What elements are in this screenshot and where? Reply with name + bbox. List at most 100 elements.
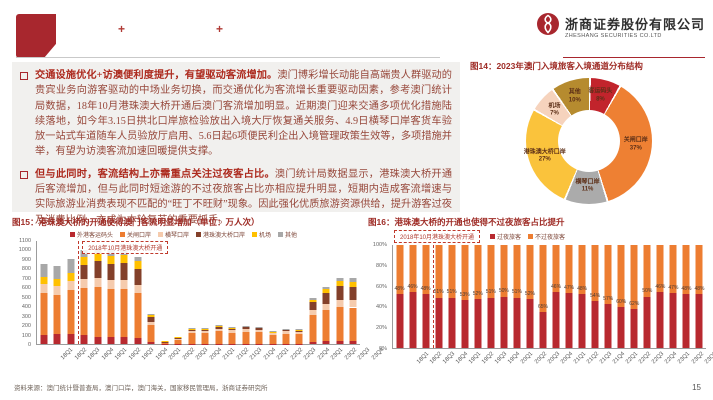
bar-segment	[40, 284, 48, 293]
bar-segment	[147, 317, 155, 322]
bar-column: 47%	[564, 245, 574, 348]
bar-segment	[552, 245, 560, 293]
bar-segment	[134, 256, 142, 262]
pie-slice-label: 关闸口岸 37%	[610, 138, 662, 153]
bar-column: 47%	[668, 245, 678, 348]
bar-segment	[336, 281, 344, 287]
x-axis-tick-label: 20Q3	[546, 351, 561, 366]
bar-column	[80, 241, 88, 344]
bar-segment	[269, 331, 277, 333]
y-axis-tick-label: 0%	[379, 346, 387, 352]
bar-data-label: 51%	[446, 289, 457, 296]
bar-data-label: 48%	[394, 286, 405, 293]
bar-segment	[349, 307, 357, 341]
bar-segment	[67, 272, 75, 281]
pie-slice-name: 机场	[548, 103, 561, 110]
bar-column	[215, 241, 223, 344]
bar-segment	[94, 278, 102, 288]
bar-segment	[134, 337, 142, 344]
bar-column	[134, 241, 142, 344]
x-axis-tick-label: 22Q1	[625, 351, 640, 366]
x-axis-tick-label: 21Q2	[235, 347, 250, 362]
bar-segment	[107, 280, 115, 289]
bar-data-label: 50%	[498, 288, 509, 295]
legend-swatch	[490, 234, 496, 239]
bar-data-label: 54%	[590, 292, 601, 299]
x-axis-tick-label: 20Q2	[181, 347, 196, 362]
bullet-text: 交通设施优化+访澳便利度提升，有望驱动客流增加。澳门博彩增长动能自高端贵人群驱动…	[35, 68, 452, 160]
x-axis-tick-label: 20Q1	[168, 347, 183, 362]
bar-segment	[147, 314, 155, 315]
x-axis-tick-label: 20Q1	[520, 351, 535, 366]
bar-column	[349, 241, 357, 344]
source-note: 资料来源：澳门统计暨普查局，澳门口岸，澳门海关，国家移民管理局，浙商证券研究所	[14, 385, 268, 392]
bar-column: 52%	[473, 245, 483, 348]
bar-segment	[322, 289, 330, 294]
x-axis-tick-label: 19Q2	[127, 347, 142, 362]
bar-segment	[322, 341, 330, 344]
legend-item: 外港客运码头	[69, 230, 113, 239]
bar-column: 60%	[616, 245, 626, 348]
bar-segment	[336, 286, 344, 300]
bar-column	[188, 241, 196, 344]
bar-segment	[40, 276, 48, 285]
bar-segment	[53, 266, 61, 279]
bar-segment	[215, 325, 223, 327]
figure-16-title: 图16：港珠澳大桥的开通也使得不过夜旅客占比提升	[368, 217, 565, 227]
bar-segment	[565, 293, 573, 348]
bar-segment	[188, 328, 196, 330]
y-axis-tick-label: 800	[21, 266, 31, 273]
bar-segment	[695, 245, 703, 295]
x-axis-tick-label: 18Q4	[455, 351, 470, 366]
bar-segment	[349, 281, 357, 287]
bullet-lead: 但与此同时，客流结构上亦需重点关注过夜客占比。	[35, 168, 275, 180]
bar-segment	[578, 294, 586, 348]
bar-column: 48%	[681, 245, 691, 348]
x-axis-tick-label: 19Q1	[468, 351, 483, 366]
figure-15-title: 图15：港珠澳大桥的开通使得澳门客流明显增加（单位：万人次）	[12, 217, 260, 227]
bar-segment	[500, 296, 508, 348]
x-axis-tick-label: 18Q2	[428, 351, 444, 366]
bar-segment	[630, 245, 638, 309]
bar-segment	[322, 303, 330, 311]
figure-16-legend: 2018年10月港珠澳大桥开通 过夜旅客 不过夜旅客	[368, 230, 708, 243]
bar-segment	[461, 299, 469, 348]
bar-segment	[80, 257, 88, 266]
bar-column	[228, 241, 236, 344]
figure-15-plot-area: 0 100 200 300 400 500 600 700 800 900 1000 1100 201…	[12, 238, 362, 348]
bar-column: 54%	[590, 245, 601, 348]
bar-data-label: 62%	[629, 300, 640, 307]
legend-swatch	[252, 232, 258, 237]
x-axis-tick-label: 18Q1	[60, 347, 75, 362]
y-axis-tick-label: 300	[21, 313, 31, 320]
figure-16: 图16：港珠澳大桥的开通也使得不过夜旅客占比提升 2018年10月港珠澳大桥开通…	[368, 216, 713, 388]
bar-segment	[336, 278, 344, 282]
bridge-opening-annotation: 2018年10月港珠澳大桥开通	[394, 230, 481, 243]
pie-slice-name: 其他	[568, 89, 581, 96]
bar-data-label: 52%	[524, 290, 535, 297]
x-axis-tick-label: 22Q2	[638, 351, 653, 366]
x-axis-tick-label: 23Q2	[343, 347, 358, 362]
x-axis-tick-label: 23Q3	[703, 351, 713, 366]
bar-segment	[617, 306, 625, 348]
x-axis-tick-label: 22Q1	[276, 347, 291, 362]
page-number: 15	[692, 383, 701, 392]
bar-segment	[174, 339, 182, 344]
bar-segment	[94, 253, 102, 262]
x-axis-tick-label: 21Q3	[249, 347, 264, 362]
bar-data-label: 46%	[407, 284, 418, 291]
company-emblem-icon	[536, 12, 560, 41]
bar-segment	[255, 327, 263, 329]
bar-segment	[120, 336, 128, 344]
bar-segment	[309, 315, 317, 342]
bar-segment	[578, 245, 586, 295]
bar-segment	[295, 332, 303, 335]
x-axis-tick-label: 21Q3	[598, 351, 614, 366]
bar-segment	[682, 294, 690, 348]
legend-label: 不过夜旅客	[535, 235, 566, 241]
y-axis-tick-label: 700	[21, 275, 31, 282]
x-axis-tick-label: 20Q2	[533, 351, 548, 366]
bar-segment	[67, 333, 75, 344]
bar-segment	[147, 315, 155, 318]
legend-item: 过夜旅客	[490, 232, 521, 241]
